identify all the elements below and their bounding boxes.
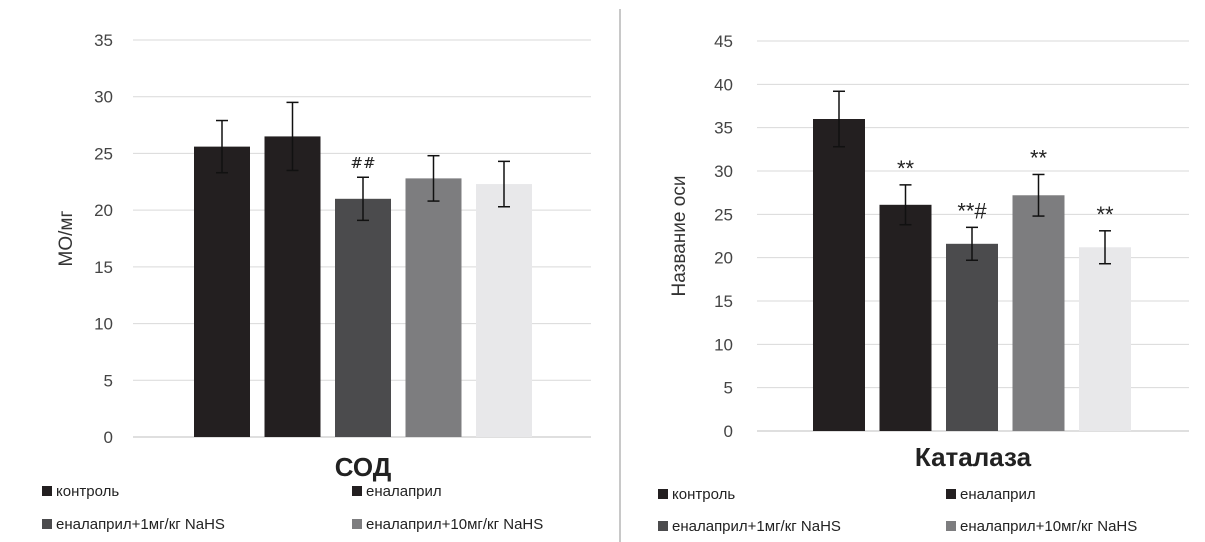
panel-divider [619,9,621,542]
y-axis-label: МО/мг [56,210,77,266]
y-tick-label: 5 [724,379,733,398]
significance-label: **# [957,198,987,223]
legend-item-enalapril: еналаприл [946,486,1036,503]
legend-label: еналаприл [960,486,1036,503]
y-tick-label: 20 [94,201,113,220]
legend-swatch [352,519,362,529]
sod-chart: 0 5 10 15 20 25 30 35 МО/мг ## СОД [56,31,591,482]
bar [405,178,462,437]
bar [335,198,391,437]
sod-chart-panel: 0 5 10 15 20 25 30 35 МО/мг ## СОД контроль еналап… [42,31,591,533]
y-tick-label: 30 [714,162,733,181]
legend-label: контроль [56,483,120,500]
bar [946,243,998,431]
y-axis-label: Название оси [669,176,690,297]
chart-title: СОД [335,452,392,482]
legend-label: еналаприл [366,483,442,500]
legend-item-enalapril-nahs-1: еналаприл+1мг/кг NaHS [42,516,225,533]
y-tick-label: 40 [714,75,733,94]
legend-item-enalapril-nahs-10: еналаприл+10мг/кг NaHS [352,516,543,533]
legend-swatch [946,489,956,499]
y-tick-label: 20 [714,249,733,268]
catalase-chart-panel: 0 5 10 15 20 25 30 35 40 45 Название оси ** **# ** ** К… [622,0,1205,542]
bar [476,184,532,437]
y-tick-label: 45 [714,32,733,51]
legend-label: еналаприл+1мг/кг NaHS [56,516,225,533]
y-tick-label: 5 [104,371,113,390]
y-tick-label: 0 [724,422,733,441]
y-tick-label: 25 [714,205,733,224]
y-tick-label: 10 [714,335,733,354]
legend-item-control: контроль [658,486,735,503]
legend-item-enalapril-nahs-1: еналаприл+1мг/кг NaHS [658,518,841,535]
bar [194,146,250,437]
bar [1012,195,1065,431]
y-tick-label: 35 [714,119,733,138]
catalase-chart: 0 5 10 15 20 25 30 35 40 45 Название оси ** **# ** ** К… [669,32,1189,472]
legend-swatch [42,486,52,496]
y-tick-label: 15 [94,258,113,277]
significance-label: ** [1096,202,1114,227]
significance-label: ## [350,154,375,172]
bar [879,204,932,431]
legend-swatch [946,521,956,531]
y-tick-label: 10 [94,315,113,334]
legend-swatch [352,486,362,496]
legend-item-enalapril: еналаприл [352,483,442,500]
bar [1079,247,1131,431]
y-tick-label: 15 [714,292,733,311]
legend-swatch [42,519,52,529]
bar [813,119,865,431]
y-tick-label: 30 [94,88,113,107]
legend-label: контроль [672,486,736,503]
legend-label: еналаприл+10мг/кг NaHS [366,516,544,533]
significance-label: ** [1030,145,1048,170]
legend-item-control: контроль [42,483,119,500]
legend-swatch [658,521,668,531]
y-tick-label: 25 [94,144,113,163]
legend-swatch [658,489,668,499]
legend-item-enalapril-nahs-10: еналаприл+10мг/кг NaHS [946,518,1137,535]
chart-title: Каталаза [915,442,1032,472]
legend-label: еналаприл+1мг/кг NaHS [672,518,841,535]
legend-label: еналаприл+10мг/кг NaHS [960,518,1138,535]
y-tick-label: 35 [94,31,113,50]
y-tick-label: 0 [104,428,113,447]
significance-label: ** [897,156,915,181]
bar [264,136,321,437]
